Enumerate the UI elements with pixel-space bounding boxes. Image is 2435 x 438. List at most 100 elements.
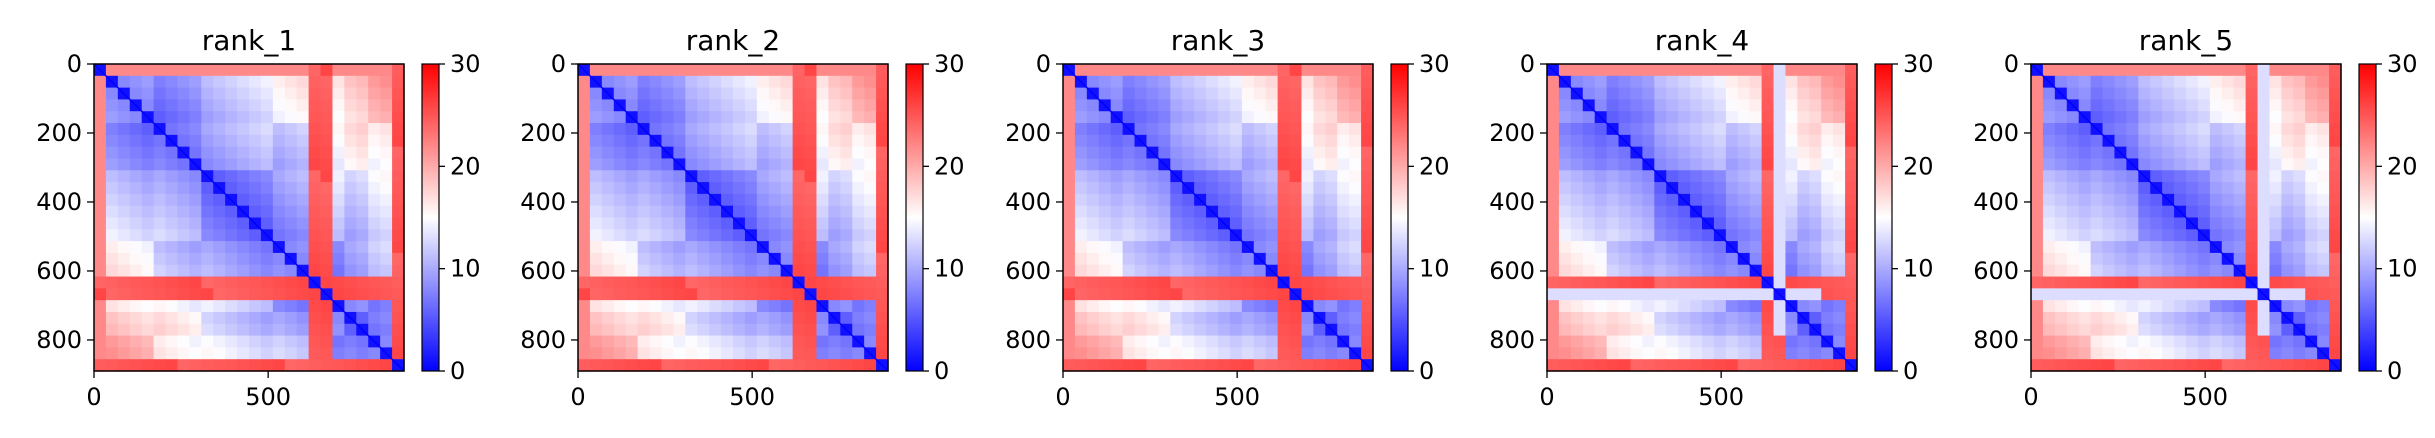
heatmap-cell	[1146, 347, 1159, 360]
heatmap-cell	[105, 182, 119, 195]
heatmap-cell	[804, 359, 818, 372]
heatmap-cell	[2269, 75, 2282, 89]
heatmap-cell	[1182, 146, 1195, 160]
heatmap-cell	[1277, 300, 1291, 313]
heatmap-cell	[1229, 123, 1243, 136]
heatmap-cell	[392, 311, 405, 325]
heatmap-cell	[1809, 229, 1822, 242]
heatmap-cell	[1229, 335, 1243, 348]
y-tick-label: 800	[1005, 326, 1051, 354]
heatmap-cell	[2090, 170, 2104, 183]
heatmap-cell	[225, 170, 238, 183]
heatmap-cell	[1558, 300, 1572, 313]
heatmap-cell	[153, 111, 167, 124]
heatmap-cell	[1146, 134, 1159, 148]
heatmap-cell	[1594, 182, 1608, 195]
heatmap-cell	[601, 311, 615, 325]
heatmap-cell	[1702, 252, 1715, 266]
heatmap-cell	[1845, 252, 1858, 266]
heatmap-cell	[165, 75, 179, 89]
heatmap-cell	[368, 300, 381, 313]
heatmap-cell	[673, 87, 686, 101]
heatmap-cell	[780, 182, 794, 195]
heatmap-cell	[2150, 252, 2163, 266]
heatmap-cell	[117, 146, 131, 160]
heatmap-cell	[1229, 170, 1243, 183]
heatmap-cell	[1206, 311, 1219, 325]
heatmap-cell	[2031, 359, 2044, 372]
heatmap-cell	[661, 217, 674, 230]
heatmap-cell	[1146, 205, 1159, 219]
heatmap-cell	[1725, 229, 1739, 242]
heatmap-cell	[1690, 99, 1703, 112]
heatmap-cell	[613, 193, 627, 207]
heatmap-diagonal	[2030, 63, 2342, 372]
heatmap-cell	[2281, 146, 2294, 160]
heatmap-cell	[332, 87, 345, 101]
heatmap-cell	[2042, 288, 2056, 301]
heatmap-cell	[2042, 264, 2056, 278]
heatmap-cell	[1218, 276, 1231, 289]
heatmap-cell	[2233, 276, 2247, 289]
heatmap-cell	[1690, 158, 1703, 171]
heatmap-cell	[697, 323, 710, 337]
heatmap-cell	[1289, 170, 1303, 183]
heatmap-cell	[2233, 347, 2247, 360]
heatmap-cell	[2078, 193, 2092, 207]
heatmap-cell	[2317, 217, 2330, 230]
heatmap-cell	[578, 134, 591, 148]
heatmap-cell	[1110, 64, 1124, 77]
heatmap-cell	[272, 146, 286, 160]
heatmap-cell	[1809, 347, 1822, 360]
heatmap-cell	[1725, 158, 1739, 171]
heatmap-cell	[673, 146, 686, 160]
heatmap-cell	[1182, 276, 1195, 289]
heatmap-cell	[756, 276, 770, 289]
heatmap-cell	[578, 311, 591, 325]
heatmap-cell	[1594, 252, 1608, 266]
heatmap-cell	[368, 182, 381, 195]
heatmap-cell	[2209, 99, 2223, 112]
heatmap-cell	[721, 252, 734, 266]
heatmap-cell	[249, 123, 262, 136]
colorbar-tick-label: 20	[450, 152, 481, 180]
heatmap-cell	[2197, 193, 2211, 207]
heatmap-cell	[1361, 276, 1374, 289]
heatmap-cell	[153, 359, 167, 372]
heatmap-cell	[1654, 182, 1667, 195]
heatmap-cell	[2150, 64, 2163, 77]
heatmap-cell	[2078, 217, 2092, 230]
heatmap-cell	[249, 134, 262, 148]
heatmap-cell	[296, 288, 310, 301]
heatmap-cell	[2090, 300, 2104, 313]
heatmap-cell	[165, 264, 179, 278]
heatmap-cell	[1618, 170, 1632, 183]
heatmap-cell	[1265, 252, 1279, 266]
heatmap-cell	[876, 134, 889, 148]
heatmap-cell	[1289, 134, 1303, 148]
heatmap-cell	[2162, 359, 2175, 372]
heatmap-cell	[625, 99, 639, 112]
heatmap-cell	[1785, 134, 1798, 148]
heatmap-cell	[1618, 264, 1632, 278]
heatmap-cell	[1725, 75, 1739, 89]
heatmap-cell	[2186, 359, 2199, 372]
heatmap-cell	[2233, 134, 2247, 148]
heatmap-cell	[308, 64, 322, 77]
heatmap-cell	[1265, 205, 1279, 219]
heatmap-cell	[2162, 99, 2175, 112]
heatmap-cell	[1325, 300, 1338, 313]
heatmap-cell	[1713, 146, 1727, 160]
heatmap-cell	[1349, 300, 1362, 313]
heatmap-cell	[141, 229, 155, 242]
heatmap-cell	[756, 193, 770, 207]
heatmap-cell	[1702, 311, 1715, 325]
heatmap-cell	[1594, 64, 1608, 77]
heatmap-cell	[768, 347, 782, 360]
heatmap-cell	[2114, 99, 2127, 112]
heatmap-cell	[1098, 241, 1112, 254]
heatmap-cell	[1773, 99, 1787, 112]
heatmap-cell	[1241, 134, 1255, 148]
heatmap-cell	[1630, 335, 1643, 348]
heatmap-cell	[1654, 193, 1667, 207]
